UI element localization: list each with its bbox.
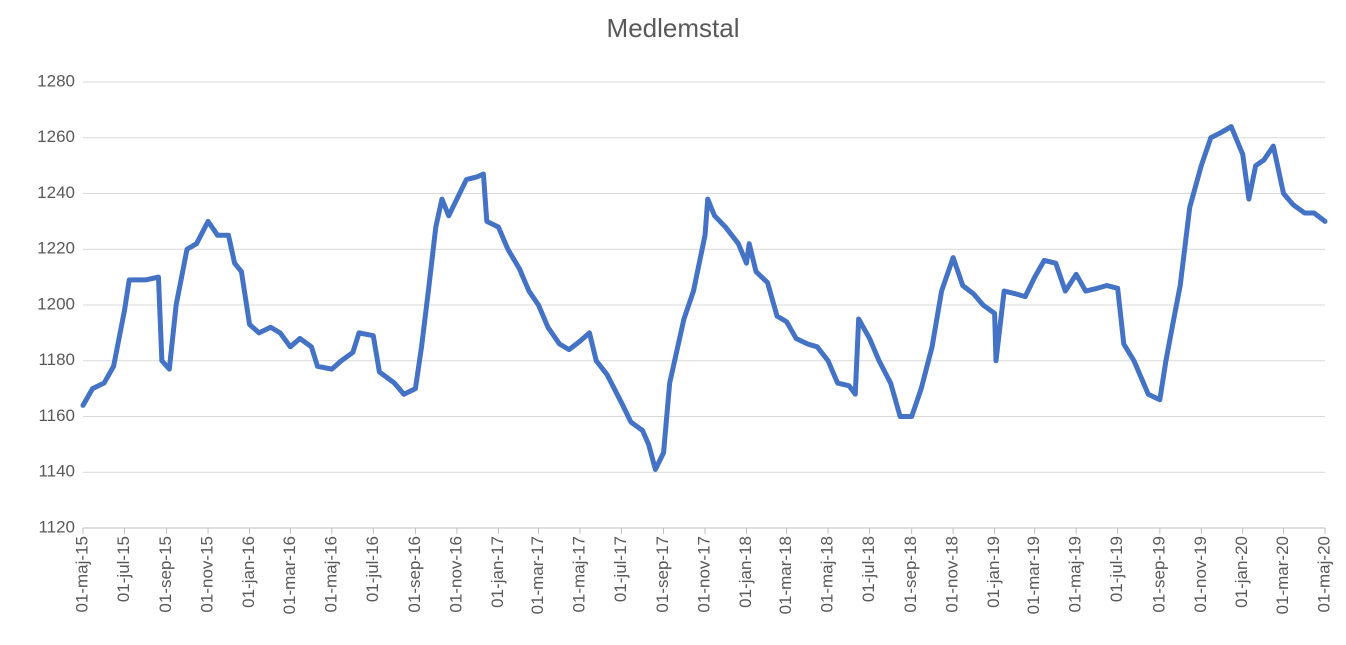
x-tick-label: 01-jul-19: [1107, 536, 1126, 602]
x-tick-label: 01-nov-17: [695, 536, 714, 613]
x-tick-label: 01-jan-17: [488, 536, 507, 608]
x-tick-label: 01-jan-18: [736, 536, 755, 608]
x-tick-label: 01-maj-19: [1066, 536, 1085, 613]
x-tick-label: 01-maj-17: [569, 536, 588, 613]
x-tick-label: 01-maj-16: [321, 536, 340, 613]
data-line: [80, 124, 1328, 472]
x-tick-label: 01-mar-16: [280, 536, 299, 614]
x-tick-label: 01-jul-16: [363, 536, 382, 602]
y-tick-label: 1200: [37, 294, 75, 313]
x-tick-label: 01-sep-19: [1149, 536, 1168, 613]
x-tick-label: 01-nov-19: [1191, 536, 1210, 613]
x-tick-label: 01-jul-18: [859, 536, 878, 602]
x-tick-label: 01-maj-15: [72, 536, 91, 613]
x-tick-label: 01-sep-15: [156, 536, 175, 613]
chart-title: Medlemstal: [607, 13, 740, 43]
x-tick-label: 01-jul-17: [611, 536, 630, 602]
x-tick-label: 01-nov-18: [943, 536, 962, 613]
y-tick-label: 1160: [38, 406, 75, 425]
x-tick-label: 01-sep-18: [901, 536, 920, 613]
x-tick-label: 01-jan-16: [239, 536, 258, 608]
x-tick-label: 01-mar-17: [528, 536, 547, 614]
x-tick-label: 01-jul-15: [114, 536, 133, 602]
x-tick-label: 01-nov-16: [446, 536, 465, 613]
x-tick-label: 01-nov-15: [198, 536, 217, 613]
x-tick-label: 01-mar-19: [1024, 536, 1043, 614]
x-tick-label: 01-mar-20: [1273, 536, 1292, 614]
y-tick-label: 1280: [37, 71, 75, 90]
x-tick-label: 01-jan-19: [984, 536, 1003, 608]
x-tick-label: 01-mar-18: [776, 536, 795, 614]
x-tick-label: 01-maj-18: [818, 536, 837, 613]
x-tick-label: 01-maj-20: [1314, 536, 1333, 613]
y-tick-label: 1180: [38, 350, 75, 369]
x-tick-label: 01-jan-20: [1232, 536, 1251, 608]
y-tick-label: 1140: [38, 462, 75, 481]
y-tick-label: 1220: [37, 239, 75, 258]
y-tick-label: 1260: [37, 127, 75, 146]
x-tick-label: 01-sep-16: [405, 536, 424, 613]
y-tick-label: 1240: [37, 183, 75, 202]
x-tick-label: 01-sep-17: [653, 536, 672, 613]
y-tick-label: 1120: [38, 517, 75, 536]
